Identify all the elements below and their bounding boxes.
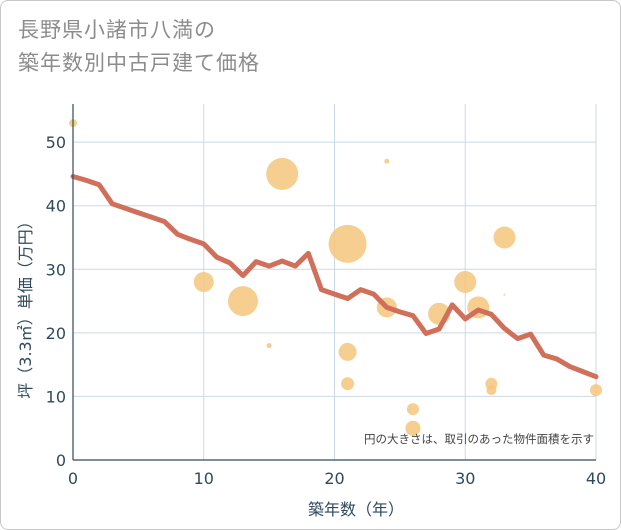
data-point — [266, 343, 272, 349]
x-tick-label: 20 — [324, 469, 344, 488]
data-point — [590, 384, 602, 397]
data-point — [405, 420, 421, 436]
trend — [70, 173, 599, 380]
y-tick-label: 20 — [46, 324, 66, 343]
data-point — [493, 226, 516, 249]
data-point — [193, 272, 214, 292]
data-point — [384, 158, 390, 164]
trend-line — [70, 173, 599, 380]
y-axis-label: 坪（3.3㎡）単価（万円） — [16, 213, 35, 398]
data-point — [454, 271, 477, 293]
x-tick-label: 40 — [586, 469, 606, 488]
x-tick-label: 0 — [68, 469, 78, 488]
data-point — [486, 385, 497, 396]
y-tick-label: 0 — [56, 451, 66, 470]
chart-title: 長野県小諸市八満の 築年数別中古戸建て価格 — [18, 14, 260, 80]
x-tick-label: 10 — [194, 469, 214, 488]
axes: 0 10 20 30 40 0 10 20 30 40 50 — [46, 104, 606, 488]
y-tick-label: 30 — [46, 260, 66, 279]
size-note: 円の大きさは、取引のあった物件面積を示す — [364, 432, 594, 446]
data-point — [266, 157, 299, 190]
data-point — [338, 342, 357, 361]
data-point — [328, 224, 367, 263]
y-tick-label: 50 — [46, 133, 66, 152]
bubbles — [69, 119, 602, 436]
x-axis-label: 築年数（年） — [308, 500, 404, 519]
grid — [73, 104, 597, 460]
data-point — [503, 293, 506, 296]
data-point — [406, 403, 419, 416]
y-tick-label: 40 — [46, 197, 66, 216]
data-point — [341, 377, 355, 391]
title-line-1: 長野県小諸市八満の — [18, 18, 216, 42]
data-point — [227, 286, 258, 317]
y-tick-label: 10 — [46, 387, 66, 406]
x-tick-label: 30 — [455, 469, 475, 488]
title-line-2: 築年数別中古戸建て価格 — [18, 51, 260, 75]
